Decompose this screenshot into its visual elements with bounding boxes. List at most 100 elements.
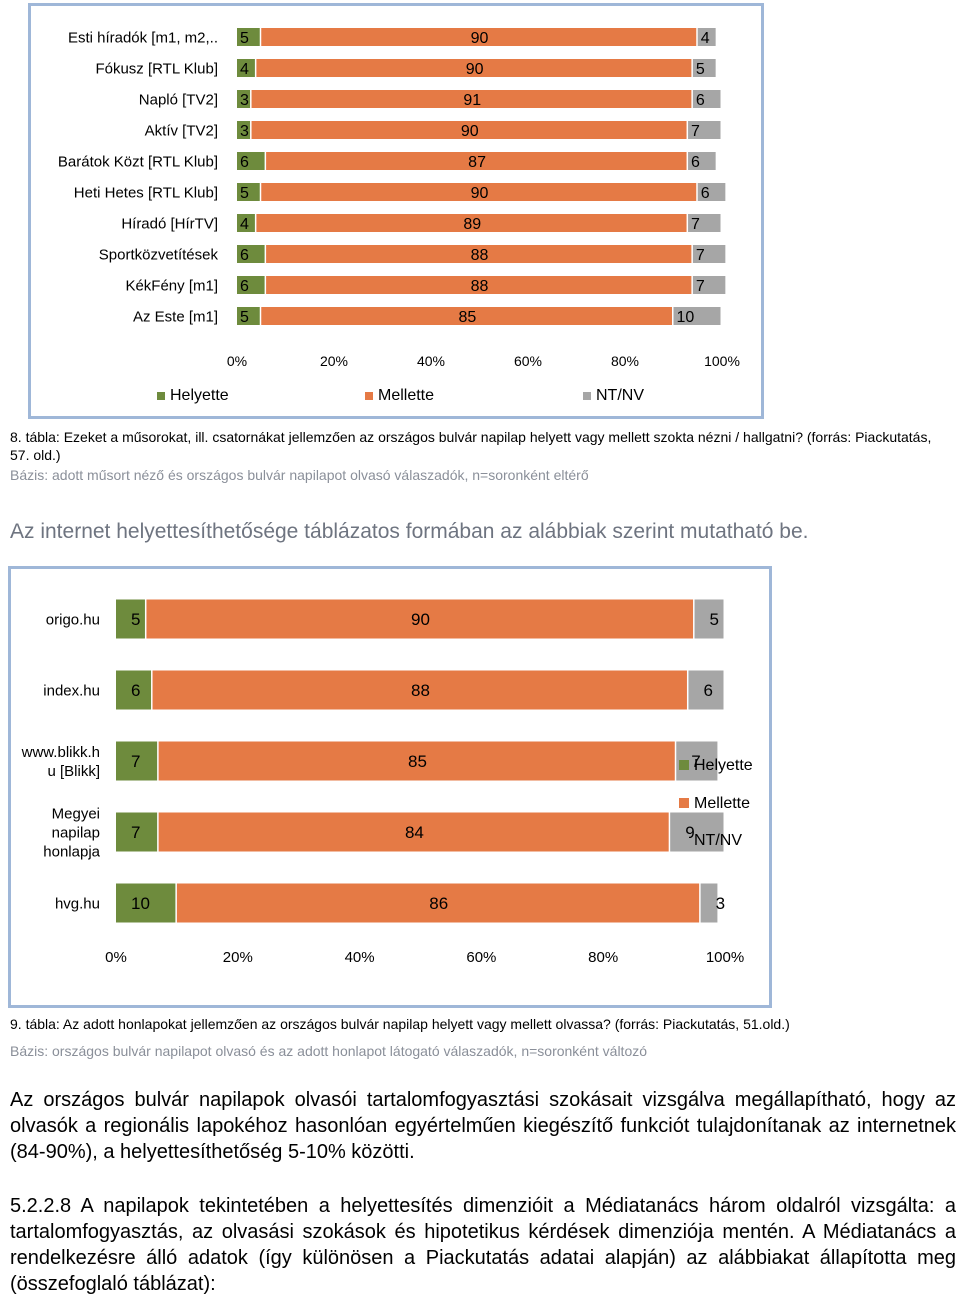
bar-segment — [116, 741, 158, 781]
x-tick-label: 60% — [514, 353, 542, 369]
data-label: 5 — [240, 30, 249, 47]
bar-segment — [158, 812, 669, 852]
table-9-basis: Bázis: országos bulvár napilapot olvasó … — [10, 1043, 648, 1059]
x-tick-label: 80% — [611, 353, 639, 369]
category-label: honlapja — [43, 843, 100, 860]
data-label: 10 — [131, 894, 150, 913]
bar-segment — [237, 183, 260, 201]
bar-segment — [146, 599, 694, 639]
bar-segment — [116, 670, 152, 710]
data-label: 86 — [429, 894, 448, 913]
data-label: 5 — [696, 61, 705, 78]
bar-segment — [251, 90, 692, 108]
data-label: 7 — [691, 752, 700, 771]
bar-segment — [266, 152, 687, 170]
bar-segment — [700, 883, 718, 923]
x-tick-label: 100% — [706, 949, 744, 966]
bar-segment — [261, 183, 697, 201]
data-label: 6 — [696, 92, 705, 109]
legend-label: Mellette — [694, 795, 750, 812]
bar-segment — [256, 214, 687, 232]
bar-segment — [176, 883, 700, 923]
category-label: Heti Hetes [RTL Klub] — [74, 184, 218, 201]
section-heading: Az internet helyettesíthetősége táblázat… — [10, 520, 809, 543]
bar-segment — [237, 121, 251, 139]
data-label: 6 — [701, 185, 710, 202]
bar-segment — [116, 599, 145, 639]
bar-segment — [158, 741, 675, 781]
category-label: KékFény [m1] — [125, 277, 218, 294]
bar-segment — [688, 152, 716, 170]
bar-segment — [266, 276, 692, 294]
data-label: 6 — [131, 681, 140, 700]
data-label: 91 — [463, 92, 481, 109]
category-label: Esti híradók [m1, m2,.. — [68, 29, 218, 46]
bar-segment — [261, 28, 697, 46]
data-label: 7 — [696, 247, 705, 264]
data-label: 5 — [240, 185, 249, 202]
bar-segment — [688, 214, 721, 232]
data-label: 6 — [703, 681, 712, 700]
legend-label: Helyette — [694, 757, 753, 774]
data-label: 90 — [471, 185, 489, 202]
x-tick-label: 80% — [588, 949, 618, 966]
bar-segment — [673, 307, 721, 325]
data-label: 5 — [240, 309, 249, 326]
category-label: www.blikk.h — [21, 744, 100, 761]
data-label: 88 — [471, 278, 489, 295]
bar-segment — [256, 59, 692, 77]
data-label: 3 — [240, 92, 249, 109]
bar-segment — [237, 307, 260, 325]
x-tick-label: 40% — [417, 353, 445, 369]
bar-segment — [694, 599, 724, 639]
bar-segment — [237, 214, 255, 232]
data-label: 6 — [691, 154, 700, 171]
data-label: 3 — [240, 123, 249, 140]
x-tick-label: 0% — [105, 949, 127, 966]
legend-swatch — [365, 392, 373, 400]
legend-swatch — [679, 835, 689, 845]
x-tick-label: 20% — [320, 353, 348, 369]
bar-segment — [266, 245, 692, 263]
data-label: 85 — [408, 752, 427, 771]
data-label: 4 — [240, 216, 249, 233]
x-tick-label: 20% — [223, 949, 253, 966]
bar-segment — [116, 883, 176, 923]
data-label: 88 — [471, 247, 489, 264]
legend-label: Helyette — [170, 387, 229, 404]
bar-segment — [237, 276, 265, 294]
bar-segment — [688, 121, 721, 139]
data-label: 7 — [691, 216, 700, 233]
bar-segment — [251, 121, 687, 139]
data-label: 90 — [466, 61, 484, 78]
paragraph-5-2-2-8: 5.2.2.8 A napilapok tekintetében a helye… — [10, 1195, 956, 1295]
x-tick-label: 60% — [466, 949, 496, 966]
category-label: Híradó [HírTV] — [121, 215, 218, 232]
data-label: 88 — [411, 681, 430, 700]
category-label: Megyei — [52, 805, 100, 822]
data-label: 85 — [458, 309, 476, 326]
x-tick-label: 40% — [345, 949, 375, 966]
category-label: origo.hu — [46, 611, 100, 628]
media-chart-svg: Esti híradók [m1, m2,.. 5 90 4 Fókusz [RTL K… — [58, 28, 740, 404]
category-label: Napló [TV2] — [139, 91, 218, 108]
legend-swatch — [679, 760, 689, 770]
legend-label: NT/NV — [694, 832, 742, 849]
category-label: Barátok Közt [RTL Klub] — [58, 153, 218, 170]
x-tick-label: 100% — [704, 353, 740, 369]
legend-swatch — [679, 798, 689, 808]
data-label: 90 — [461, 123, 479, 140]
bar-segment — [237, 28, 260, 46]
data-label: 4 — [240, 61, 249, 78]
bar-segment — [692, 245, 726, 263]
data-label: 6 — [240, 247, 249, 264]
data-label: 7 — [691, 123, 700, 140]
bar-segment — [237, 152, 265, 170]
data-label: 5 — [131, 610, 140, 629]
legend-swatch — [583, 392, 591, 400]
category-label: Aktív [TV2] — [145, 122, 218, 139]
data-label: 5 — [710, 610, 719, 629]
bar-segment — [692, 90, 721, 108]
data-label: 84 — [405, 823, 424, 842]
website-chart-svg: origo.hu 5 90 5 index.hu 6 88 6 www.blikk.h u [Bl… — [21, 599, 753, 966]
